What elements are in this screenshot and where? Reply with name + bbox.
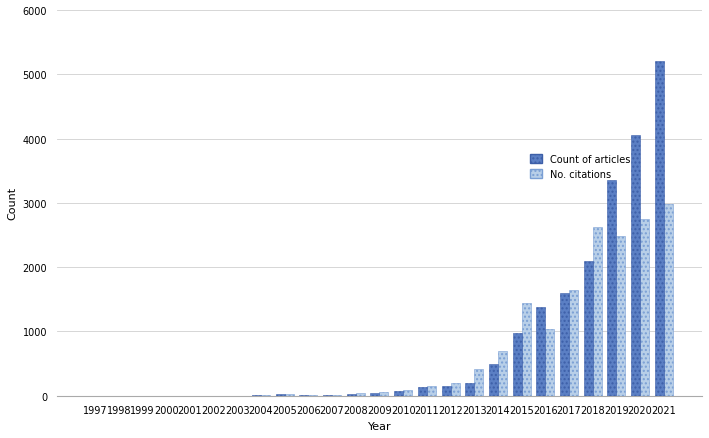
Bar bbox=[560, 293, 569, 396]
Bar bbox=[394, 391, 403, 396]
Bar bbox=[513, 333, 522, 396]
Bar bbox=[370, 393, 379, 396]
Bar bbox=[465, 383, 474, 396]
Bar bbox=[418, 388, 427, 396]
Bar bbox=[379, 392, 389, 396]
X-axis label: Year: Year bbox=[368, 421, 391, 431]
Bar bbox=[536, 307, 545, 396]
Legend: Count of articles, No. citations: Count of articles, No. citations bbox=[526, 151, 634, 183]
Bar bbox=[252, 395, 261, 396]
Bar bbox=[261, 395, 270, 396]
Bar bbox=[608, 181, 616, 396]
Bar bbox=[522, 303, 530, 396]
Bar bbox=[593, 228, 602, 396]
Bar bbox=[403, 390, 412, 396]
Bar bbox=[442, 386, 450, 396]
Bar bbox=[569, 290, 578, 396]
Bar bbox=[545, 329, 554, 396]
Bar bbox=[498, 351, 507, 396]
Bar bbox=[276, 395, 285, 396]
Bar bbox=[323, 395, 332, 396]
Bar bbox=[450, 383, 459, 396]
Bar bbox=[332, 395, 341, 396]
Bar bbox=[616, 236, 625, 396]
Bar bbox=[474, 369, 484, 396]
Bar bbox=[664, 204, 673, 396]
Bar bbox=[654, 62, 664, 396]
Bar bbox=[347, 394, 356, 396]
Bar bbox=[356, 392, 364, 396]
Bar bbox=[489, 364, 498, 396]
Bar bbox=[631, 136, 640, 396]
Bar bbox=[584, 261, 593, 396]
Bar bbox=[640, 219, 649, 396]
Y-axis label: Count: Count bbox=[7, 187, 17, 220]
Bar bbox=[285, 394, 294, 396]
Bar bbox=[427, 387, 436, 396]
Bar bbox=[299, 395, 308, 396]
